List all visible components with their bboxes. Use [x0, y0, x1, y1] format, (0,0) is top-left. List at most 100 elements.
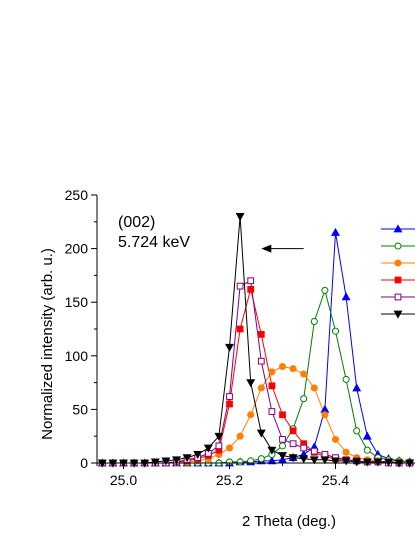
data-point	[279, 436, 286, 443]
series-line-4	[102, 289, 410, 464]
data-point	[342, 448, 350, 456]
data-point	[161, 457, 171, 466]
legend-marker	[393, 310, 403, 319]
y-tick-label: 50	[72, 401, 88, 417]
data-point	[341, 292, 351, 301]
data-point	[257, 357, 265, 365]
data-point	[247, 457, 255, 465]
series-line-3	[102, 365, 410, 464]
data-point	[342, 375, 350, 383]
data-point	[373, 458, 383, 467]
data-point	[310, 317, 318, 326]
legend-marker	[394, 293, 402, 301]
data-point	[300, 370, 308, 378]
data-point	[331, 457, 340, 466]
data-point	[278, 362, 287, 371]
data-point	[363, 446, 371, 454]
data-point	[310, 384, 318, 392]
data-point	[193, 451, 203, 460]
data-point	[289, 440, 297, 448]
data-point	[268, 408, 276, 415]
x-tick-label: 25.4	[322, 472, 349, 488]
data-point	[384, 458, 393, 467]
y-tick-label: 200	[65, 241, 89, 257]
data-point	[352, 383, 362, 392]
data-point	[256, 429, 266, 438]
data-point	[353, 427, 361, 435]
data-point	[309, 456, 319, 465]
legend	[381, 224, 415, 319]
axis-ticks: 0 50 100 150 200 250 25.0 25.2 25.4	[65, 187, 389, 488]
data-point	[289, 427, 297, 435]
data-point	[236, 282, 244, 290]
arrow-head	[261, 244, 272, 253]
data-point	[321, 411, 329, 419]
data-point	[288, 454, 298, 463]
data-point	[225, 343, 234, 352]
data-point	[321, 286, 329, 294]
reflection-annotation: (002)	[118, 214, 156, 231]
data-point	[331, 327, 340, 335]
data-point	[331, 435, 340, 443]
legend-marker	[394, 259, 402, 267]
data-point	[278, 452, 287, 461]
data-point	[320, 456, 330, 465]
data-point	[300, 395, 308, 403]
data-point	[247, 277, 255, 285]
data-point	[257, 455, 265, 463]
data-point	[236, 325, 244, 333]
y-axis-label: Normalized intensity (arb. u.)	[39, 248, 56, 440]
data-point	[267, 446, 277, 455]
data-point	[235, 213, 245, 222]
data-point	[226, 400, 233, 408]
data-point	[236, 432, 244, 440]
data-point	[289, 365, 297, 373]
legend-marker	[394, 242, 402, 250]
data-point	[268, 368, 276, 376]
y-tick-label: 100	[65, 348, 89, 364]
data-point	[236, 458, 244, 466]
data-point	[247, 285, 255, 293]
series-line-5	[102, 280, 410, 464]
data-point	[362, 458, 372, 467]
shift-arrow	[261, 244, 304, 253]
x-axis-label: 2 Theta (deg.)	[242, 513, 336, 530]
data-point	[341, 457, 351, 466]
data-point	[215, 442, 223, 450]
legend-marker	[394, 276, 402, 284]
data-point	[300, 444, 308, 452]
data-point	[268, 382, 276, 390]
legend-marker	[393, 224, 403, 233]
series-lines	[102, 216, 410, 464]
series-line-1	[102, 232, 410, 464]
data-point	[214, 432, 224, 441]
y-tick-label: 0	[80, 455, 88, 471]
data-point	[225, 444, 234, 452]
data-point	[299, 455, 309, 464]
energy-annotation: 5.724 keV	[118, 234, 191, 251]
x-tick-label: 25.0	[110, 472, 137, 488]
data-point	[278, 442, 287, 450]
data-point	[257, 384, 265, 392]
x-tick-label: 25.2	[216, 472, 243, 488]
data-point	[150, 458, 160, 467]
y-tick-label: 250	[65, 187, 89, 203]
data-point	[310, 447, 318, 455]
data-point	[267, 456, 277, 465]
series-line-2	[102, 288, 410, 464]
data-point	[257, 330, 265, 338]
data-point	[226, 393, 233, 400]
data-point	[352, 458, 362, 467]
data-point	[362, 431, 372, 440]
data-point	[246, 379, 256, 388]
data-point	[331, 227, 340, 236]
data-point	[172, 456, 181, 465]
y-tick-label: 150	[65, 294, 89, 310]
data-point	[203, 444, 213, 453]
data-point	[182, 454, 192, 463]
series-line-6	[102, 216, 410, 464]
data-point	[279, 411, 286, 419]
data-point	[247, 411, 255, 419]
